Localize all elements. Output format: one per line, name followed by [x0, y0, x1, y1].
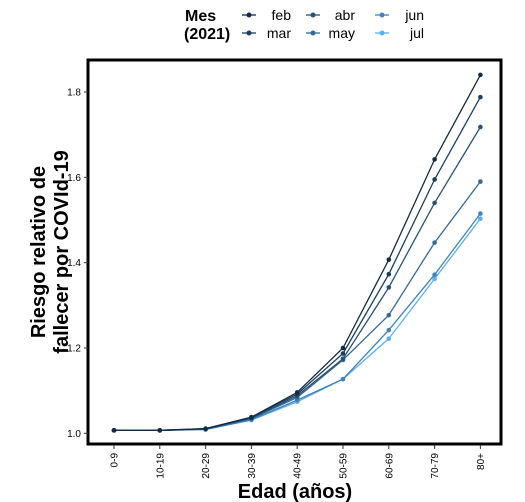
legend-label: abr	[335, 7, 356, 23]
legend-item-jun: jun	[375, 7, 424, 23]
plot-panel	[86, 58, 503, 446]
data-point	[340, 356, 346, 361]
data-point	[386, 285, 392, 290]
data-point	[386, 336, 392, 341]
series-feb	[111, 72, 483, 433]
x-axis: 0-9 10-19 20-29 30-39 40-49 50-59 60-69 70-79 80…	[110, 445, 487, 479]
data-point	[386, 271, 392, 277]
legend-title-line-1: Mes	[185, 8, 216, 25]
data-point	[386, 257, 392, 262]
y-axis-title-line-1: Riesgo relativo de	[28, 166, 50, 338]
legend-key-point	[310, 30, 316, 36]
y-axis-title: Riesgo relativo de fallecer por COVId-19	[28, 150, 73, 353]
data-point	[432, 272, 437, 277]
x-tick-label: 40-49	[293, 453, 304, 479]
data-point	[340, 376, 346, 382]
data-point	[340, 345, 346, 351]
y-axis: 1.0 1.2 1.4 1.6 1.8	[67, 88, 88, 440]
y-axis-title-line-2: fallecer por COVId-19	[51, 150, 73, 353]
legend-label: feb	[272, 7, 292, 23]
data-point	[386, 312, 392, 318]
data-point	[432, 276, 437, 282]
data-point	[478, 179, 483, 184]
data-point	[432, 200, 437, 206]
x-tick-label: 80+	[476, 453, 487, 470]
y-tick-label: 1.8	[67, 88, 81, 99]
legend-key-point	[379, 12, 385, 18]
data-point	[203, 426, 208, 431]
x-tick-label: 0-9	[110, 453, 121, 468]
y-tick-label: 1.6	[67, 173, 81, 184]
legend-key-point	[246, 12, 252, 18]
x-tick-label: 70-79	[430, 453, 441, 479]
x-tick-label: 60-69	[384, 453, 395, 479]
data-point	[478, 211, 483, 216]
legend-item-mar: mar	[242, 25, 291, 41]
data-point	[157, 428, 163, 433]
legend-items: feb mar abr may jun jul	[242, 7, 424, 41]
legend-key-point	[310, 12, 316, 18]
x-tick-label: 10-19	[155, 453, 166, 479]
legend-key-point	[246, 30, 252, 36]
legend-label: jun	[404, 7, 424, 23]
legend-item-jul: jul	[375, 25, 424, 41]
data-point	[432, 240, 437, 245]
data-point	[294, 390, 300, 395]
data-point	[432, 177, 437, 182]
legend-item-may: may	[306, 25, 355, 41]
y-tick-label: 1.2	[67, 344, 81, 355]
data-point	[386, 327, 392, 333]
data-point	[249, 414, 254, 420]
data-point	[432, 157, 437, 162]
legend: Mes (2021) feb mar abr may jun jul	[184, 7, 424, 43]
legend-label: may	[329, 25, 355, 41]
data-point	[478, 72, 483, 78]
y-tick-label: 1.0	[67, 429, 81, 440]
data-point	[111, 428, 117, 433]
legend-key-point	[379, 30, 385, 36]
series-group	[111, 72, 483, 433]
x-axis-title: Edad (años)	[238, 481, 352, 502]
data-point	[340, 351, 346, 356]
data-point	[478, 94, 483, 100]
data-point	[478, 124, 483, 130]
legend-label: mar	[267, 25, 291, 41]
legend-item-abr: abr	[306, 7, 355, 23]
x-tick-label: 30-39	[247, 453, 258, 479]
legend-item-feb: feb	[242, 7, 291, 23]
data-point	[478, 216, 483, 222]
x-tick-label: 20-29	[201, 453, 212, 479]
legend-label: jul	[409, 25, 424, 41]
x-tick-label: 50-59	[339, 453, 350, 479]
y-tick-label: 1.4	[67, 258, 81, 269]
legend-title-line-2: (2021)	[184, 26, 230, 43]
